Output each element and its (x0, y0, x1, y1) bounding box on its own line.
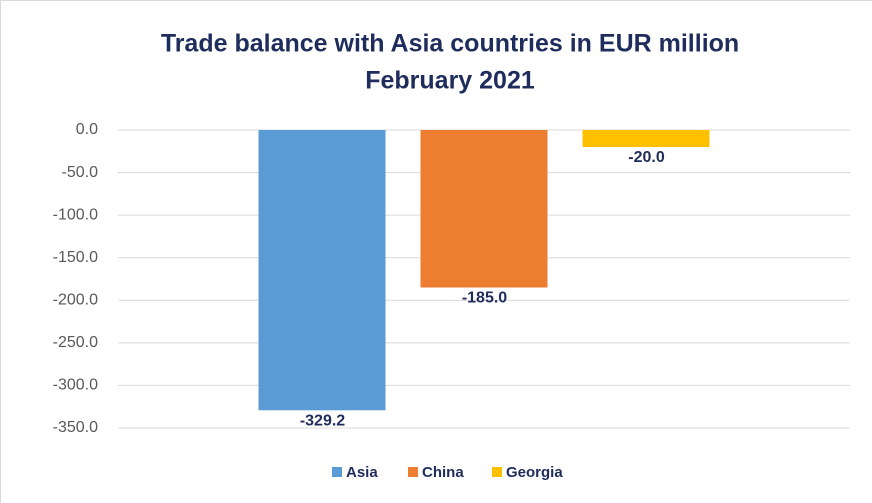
legend-label: China (422, 464, 464, 481)
y-tick-label: -200.0 (53, 292, 98, 309)
y-tick-label: -300.0 (53, 377, 98, 394)
y-tick-label: -100.0 (53, 206, 98, 223)
data-label: -20.0 (628, 149, 665, 166)
bar (420, 130, 548, 288)
y-tick-label: -250.0 (53, 334, 98, 351)
bar (582, 130, 710, 148)
y-tick-label: -50.0 (62, 164, 99, 181)
data-label: -329.2 (300, 413, 345, 430)
y-tick-label: 0.0 (76, 121, 98, 138)
chart-title: Trade balance with Asia countries in EUR… (161, 30, 739, 58)
bar (258, 130, 386, 411)
y-tick-label: -150.0 (53, 249, 98, 266)
legend-label: Asia (346, 464, 378, 481)
chart-subtitle: February 2021 (365, 67, 535, 95)
y-tick-label: -350.0 (53, 419, 98, 436)
legend-swatch (492, 467, 502, 477)
legend-swatch (332, 467, 342, 477)
legend-label: Georgia (506, 464, 563, 481)
legend-swatch (408, 467, 418, 477)
data-label: -185.0 (462, 290, 507, 307)
